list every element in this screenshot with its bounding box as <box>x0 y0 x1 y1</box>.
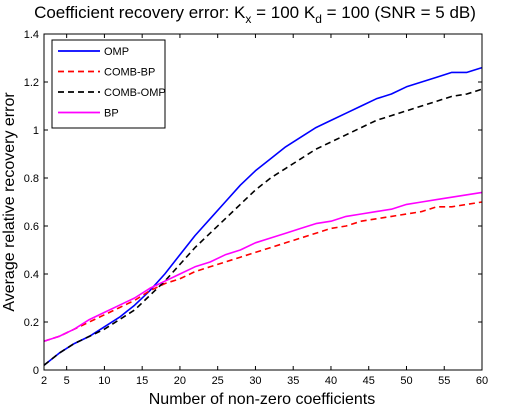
legend-label-comb-bp: COMB-BP <box>104 67 155 79</box>
tick-layer: 2 5 10 15 20 25 30 35 40 45 50 55 6000.20.40.60.811.… <box>24 29 488 387</box>
x-tick-label: 45 <box>363 375 375 387</box>
x-tick-label: 55 <box>438 375 450 387</box>
x-tick-label: 40 <box>325 375 337 387</box>
y-tick-label: 1.2 <box>24 77 39 89</box>
x-tick-label: 60 <box>476 375 488 387</box>
chart-title-mid: = 100 K <box>251 3 315 22</box>
y-tick-label: 0.2 <box>24 317 39 329</box>
x-tick-label: 10 <box>98 375 110 387</box>
x-tick-label: 20 <box>174 375 186 387</box>
series-line-bp <box>43 191 483 342</box>
chart-title-end: = 100 (SNR = 5 dB) <box>322 3 476 22</box>
y-tick-label: 0.8 <box>24 173 39 185</box>
y-axis-label: Average relative recovery error <box>1 92 18 312</box>
chart-title-sub-x: x <box>245 12 251 26</box>
x-tick-label: 2 <box>41 375 47 387</box>
series-line-comb-omp <box>43 88 483 366</box>
x-axis-label: Number of non-zero coefficients <box>149 391 375 408</box>
legend-label-bp: BP <box>104 108 119 120</box>
legend-label-omp: OMP <box>104 46 129 58</box>
y-tick-label: 0.4 <box>24 269 39 281</box>
chart-title-sub-d: d <box>315 12 322 26</box>
legend-label-comb-omp: COMB-OMP <box>104 87 166 99</box>
y-tick-label: 1 <box>33 125 39 137</box>
chart-title-main: Coefficient recovery error: K <box>34 3 246 22</box>
x-tick-label: 35 <box>287 375 299 387</box>
x-tick-label: 30 <box>249 375 261 387</box>
legend: OMP COMB-BP COMB-OMP BP <box>51 39 166 129</box>
y-tick-label: 0.6 <box>24 221 39 233</box>
y-tick-label: 1.4 <box>24 29 39 41</box>
plot-frame <box>43 33 483 371</box>
series-line-omp <box>43 66 483 366</box>
y-tick-label: 0 <box>33 365 39 377</box>
chart-title: Coefficient recovery error: Kx = 100 Kd … <box>34 3 476 26</box>
x-tick-label: 25 <box>212 375 224 387</box>
x-tick-label: 50 <box>400 375 412 387</box>
x-tick-label: 5 <box>64 375 70 387</box>
series-layer <box>43 66 483 366</box>
x-tick-label: 15 <box>136 375 148 387</box>
